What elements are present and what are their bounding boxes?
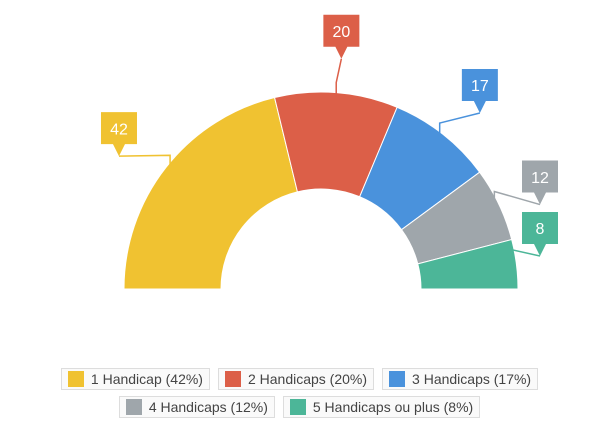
legend-item[interactable]: 5 Handicaps ou plus (8%) — [282, 396, 481, 418]
chart: 42 20 17 12 8 — [100, 14, 558, 290]
legend: 1 Handicap (42%) 2 Handicaps (20%) 3 Handi… — [0, 368, 599, 418]
data-label: 12 — [531, 170, 549, 187]
data-label: 42 — [110, 121, 128, 138]
legend-item[interactable]: 4 Handicaps (12%) — [118, 396, 275, 418]
leader-line — [510, 248, 541, 265]
legend-swatch — [67, 371, 84, 387]
callout — [323, 14, 360, 59]
callout — [461, 68, 498, 113]
legend-label: 2 Handicaps (20%) — [247, 371, 368, 387]
legend-label: 3 Handicaps (17%) — [412, 371, 532, 387]
data-label: 17 — [471, 78, 489, 95]
legend-item[interactable]: 2 Handicaps (20%) — [217, 368, 375, 390]
legend-label: 4 Handicaps (12%) — [148, 399, 268, 415]
legend-label: 1 Handicap (42%) — [90, 371, 203, 387]
legend-swatch — [125, 399, 142, 415]
legend-label: 5 Handicaps ou plus (8%) — [312, 399, 474, 415]
legend-swatch — [389, 371, 406, 387]
leader-line — [438, 112, 481, 139]
leader-line — [118, 154, 171, 171]
data-label: 8 — [536, 221, 545, 238]
slice — [417, 238, 519, 290]
legend-swatch — [224, 371, 241, 387]
callout — [522, 212, 558, 256]
callout — [522, 160, 558, 205]
data-label: 20 — [332, 24, 350, 41]
legend-swatch — [289, 399, 306, 415]
legend-item[interactable]: 1 Handicap (42%) — [60, 368, 210, 390]
legend-item[interactable]: 3 Handicaps (17%) — [382, 368, 539, 390]
leader-line — [493, 190, 541, 207]
leader-line — [335, 58, 343, 98]
slice — [123, 96, 299, 290]
callout — [100, 112, 137, 157]
